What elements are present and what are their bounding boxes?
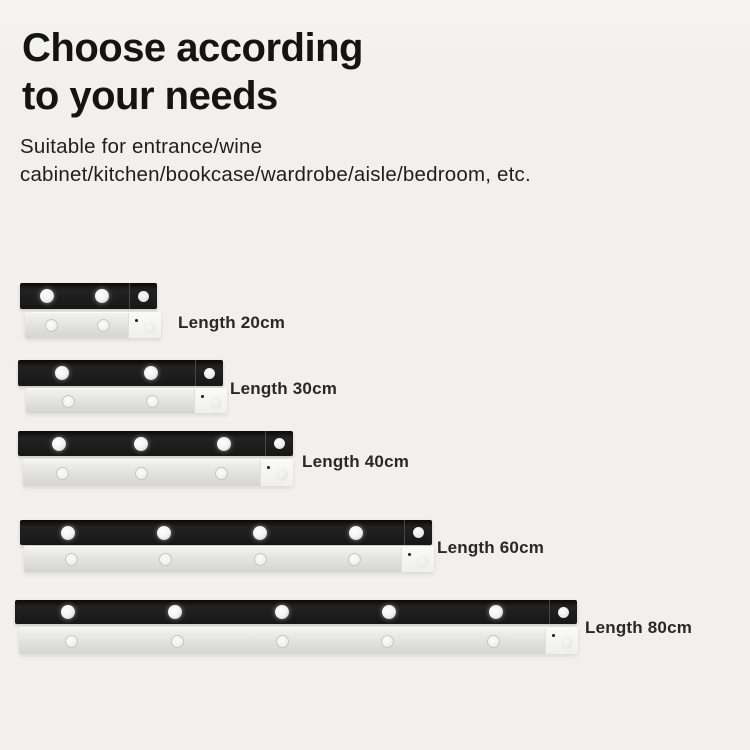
led-light-icon (170, 634, 184, 648)
led-light-icon (381, 605, 396, 619)
light-bar-black (15, 600, 577, 624)
light-bar-white (23, 459, 293, 486)
led-light-icon (216, 436, 231, 451)
led-light-icon (44, 319, 58, 332)
motion-sensor-icon (274, 438, 285, 449)
led-light-icon (486, 634, 500, 648)
sensor-section-black (195, 360, 223, 386)
motion-sensor-icon (210, 396, 222, 409)
length-label: Length 60cm (437, 538, 545, 557)
led-light-icon (381, 634, 395, 648)
led-zone-black (20, 283, 129, 309)
sensor-section-white (128, 313, 161, 338)
sensor-section-black (404, 520, 432, 545)
led-light-icon (274, 605, 289, 619)
led-zone-white (26, 389, 195, 413)
light-bar-white (25, 312, 161, 338)
led-light-icon (96, 319, 110, 332)
sensor-section-black (265, 431, 293, 456)
led-light-icon (143, 366, 158, 380)
led-light-icon (52, 436, 67, 451)
led-light-icon (61, 605, 76, 619)
motion-sensor-icon (558, 606, 569, 618)
indicator-dot-icon (201, 395, 204, 398)
motion-sensor-icon (138, 290, 149, 302)
led-zone-white (23, 460, 261, 486)
led-zone-black (20, 520, 404, 545)
led-light-icon (61, 394, 75, 408)
led-zone-black (15, 600, 549, 624)
sensor-section-white (194, 389, 227, 413)
led-light-icon (253, 525, 267, 540)
led-light-icon (157, 525, 171, 540)
led-light-icon (56, 466, 70, 480)
led-light-icon (214, 466, 228, 480)
length-label: Length 80cm (585, 618, 693, 637)
led-light-icon (134, 436, 149, 451)
motion-sensor-icon (417, 555, 429, 568)
led-zone-black (18, 431, 265, 456)
motion-sensor-icon (276, 468, 288, 481)
sensor-section-black (129, 283, 157, 309)
led-zone-white (24, 547, 402, 572)
sensor-section-white (545, 628, 578, 654)
light-bar-white (24, 546, 434, 572)
motion-sensor-icon (204, 367, 215, 379)
led-light-icon (348, 553, 362, 566)
led-light-icon (135, 466, 149, 480)
led-light-icon (40, 289, 55, 303)
title-line-2: to your needs (22, 74, 278, 118)
light-bar-black (18, 431, 293, 456)
subtitle: Suitable for entrance/wine cabinet/kitche… (20, 133, 531, 188)
sensor-section-white (260, 460, 293, 486)
light-bar-white (26, 388, 227, 413)
led-light-icon (349, 525, 363, 540)
led-light-icon (275, 634, 289, 648)
led-light-icon (159, 553, 173, 566)
light-bar-black (20, 520, 432, 545)
led-light-icon (55, 366, 70, 380)
led-light-icon (488, 605, 503, 619)
led-light-icon (253, 553, 267, 566)
light-bar-white (19, 627, 578, 654)
page-title: Choose according to your needs (22, 24, 363, 120)
title-line-1: Choose according (22, 26, 363, 70)
led-zone-white (19, 628, 546, 654)
subtitle-line-2: cabinet/kitchen/bookcase/wardrobe/aisle/… (20, 162, 531, 186)
led-zone-black (18, 360, 195, 386)
motion-sensor-icon (413, 527, 424, 538)
length-label: Length 20cm (178, 313, 286, 332)
light-bar-black (20, 283, 157, 309)
led-light-icon (146, 394, 160, 408)
motion-sensor-icon (144, 321, 156, 334)
subtitle-line-1: Suitable for entrance/wine (20, 135, 263, 158)
led-light-icon (64, 553, 78, 566)
led-zone-white (25, 313, 129, 338)
indicator-dot-icon (552, 634, 555, 637)
indicator-dot-icon (267, 466, 270, 469)
indicator-dot-icon (408, 553, 411, 556)
sensor-section-white (401, 547, 434, 572)
led-light-icon (65, 634, 79, 648)
length-label: Length 40cm (302, 452, 410, 471)
indicator-dot-icon (135, 319, 138, 322)
led-light-icon (168, 605, 183, 619)
sensor-section-black (549, 600, 577, 624)
led-light-icon (94, 289, 109, 303)
light-bar-black (18, 360, 223, 386)
led-light-icon (61, 525, 75, 540)
motion-sensor-icon (561, 636, 573, 649)
length-label: Length 30cm (230, 379, 338, 398)
